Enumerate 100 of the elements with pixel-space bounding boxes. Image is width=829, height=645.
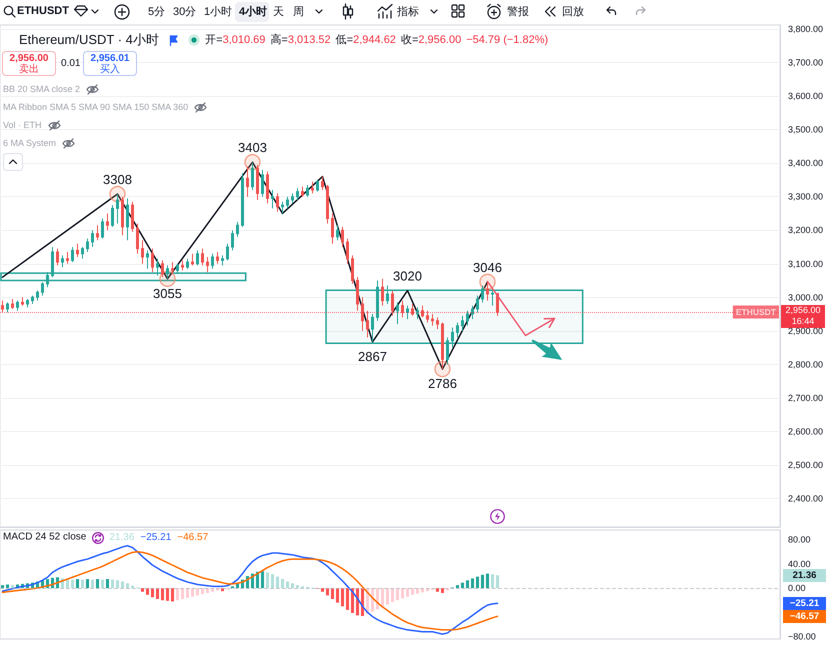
bar xyxy=(96,579,100,588)
candlestick xyxy=(136,223,139,254)
candlestick xyxy=(286,196,289,209)
candlestick xyxy=(336,224,339,241)
annotation: 卖出 xyxy=(19,64,39,74)
candlestick xyxy=(16,300,19,312)
candlestick xyxy=(461,315,464,332)
candlestick xyxy=(26,298,29,308)
candlestick xyxy=(51,246,54,278)
candlestick xyxy=(466,310,469,326)
candlestick xyxy=(131,201,134,232)
bar xyxy=(380,588,384,607)
bar xyxy=(386,588,390,604)
candlestick xyxy=(116,194,119,224)
y-tick-label: 2,700.00 xyxy=(788,392,824,403)
annotation: 开=3,010.69 xyxy=(205,34,266,46)
candlestick xyxy=(231,230,234,251)
text: 30分 xyxy=(173,5,196,19)
candlestick xyxy=(11,298,14,310)
candlestick xyxy=(21,296,24,306)
annotation: −54.79 (−1.82%) xyxy=(466,33,548,47)
y-tick-label: 3,300.00 xyxy=(788,192,824,202)
annotation: BB 20 SMA close 2 xyxy=(3,83,80,95)
text: 5分 xyxy=(148,5,166,19)
candlestick xyxy=(291,192,294,204)
candlestick xyxy=(436,316,439,330)
bar xyxy=(340,588,344,606)
candlestick xyxy=(451,326,454,348)
candlestick xyxy=(266,171,269,204)
bar xyxy=(496,575,500,588)
bar xyxy=(336,588,340,603)
annotation: 6 MA System xyxy=(3,137,56,149)
candlestick xyxy=(36,290,39,302)
annotation: 21.36 xyxy=(109,532,134,544)
annotation: −46.57 xyxy=(177,532,208,544)
bar xyxy=(410,588,414,595)
annotation: 2,956.00 xyxy=(10,52,48,64)
candlestick xyxy=(71,246,74,263)
text: 指标 xyxy=(397,5,419,19)
candlestick xyxy=(316,179,319,192)
text: ETHUSDT xyxy=(17,4,69,18)
candlestick xyxy=(441,322,444,370)
text: 21.36 xyxy=(792,570,816,581)
candlestick xyxy=(491,286,494,306)
candlestick xyxy=(486,281,489,302)
y-tick-label: 3,700.00 xyxy=(788,58,824,68)
y-tick-label: 3,100.00 xyxy=(788,258,824,269)
candlestick xyxy=(206,256,209,273)
y-tick-label: 3,600.00 xyxy=(788,91,824,102)
candlestick xyxy=(341,226,344,248)
candlestick xyxy=(191,253,194,266)
text: 周 xyxy=(293,5,304,19)
candlestick xyxy=(151,248,154,273)
candlestick xyxy=(306,184,309,198)
candlestick xyxy=(66,252,69,264)
y-tick-label: 3,500.00 xyxy=(788,124,824,135)
y-tick-label: 2,800.00 xyxy=(788,359,824,370)
bar xyxy=(390,588,394,602)
bar xyxy=(130,586,134,588)
candlestick xyxy=(366,310,369,338)
bar xyxy=(400,588,404,598)
candlestick xyxy=(351,254,354,284)
y-tick-label: −80.00 xyxy=(788,632,816,642)
data-label: 2786 xyxy=(428,376,457,392)
bar xyxy=(456,585,460,588)
bar xyxy=(480,574,484,588)
data-label: 2867 xyxy=(358,348,387,364)
y-tick-label: 0.00 xyxy=(788,583,806,594)
candlestick xyxy=(301,186,304,198)
text: −25.21 xyxy=(790,598,820,609)
candlestick xyxy=(121,196,124,236)
data-label: 3403 xyxy=(238,140,267,156)
bar xyxy=(116,580,120,588)
candlestick xyxy=(81,246,84,260)
y-tick-label: 3,800.00 xyxy=(788,24,824,34)
candlestick xyxy=(271,189,274,209)
point xyxy=(109,186,126,202)
candlestick xyxy=(171,262,174,274)
candlestick xyxy=(46,272,49,288)
bar xyxy=(486,574,490,588)
candlestick xyxy=(376,280,379,322)
candlestick xyxy=(431,314,434,326)
candlestick xyxy=(161,260,164,278)
bar xyxy=(280,579,284,588)
candlestick xyxy=(276,192,279,212)
bar xyxy=(106,579,110,588)
candlestick xyxy=(196,250,199,266)
bar xyxy=(110,580,114,588)
data-label: 3308 xyxy=(103,172,132,188)
annotation: MA Ribbon SMA 5 SMA 90 SMA 150 SMA 360 xyxy=(3,101,188,113)
candlestick xyxy=(346,238,349,264)
candlestick xyxy=(251,162,254,190)
candlestick xyxy=(331,212,334,244)
bar xyxy=(490,574,494,588)
text: 2,956.00 xyxy=(785,305,821,316)
bar xyxy=(260,571,264,588)
candlestick xyxy=(211,253,214,270)
bar xyxy=(140,588,144,592)
candlestick xyxy=(391,290,394,316)
bar xyxy=(80,580,84,588)
